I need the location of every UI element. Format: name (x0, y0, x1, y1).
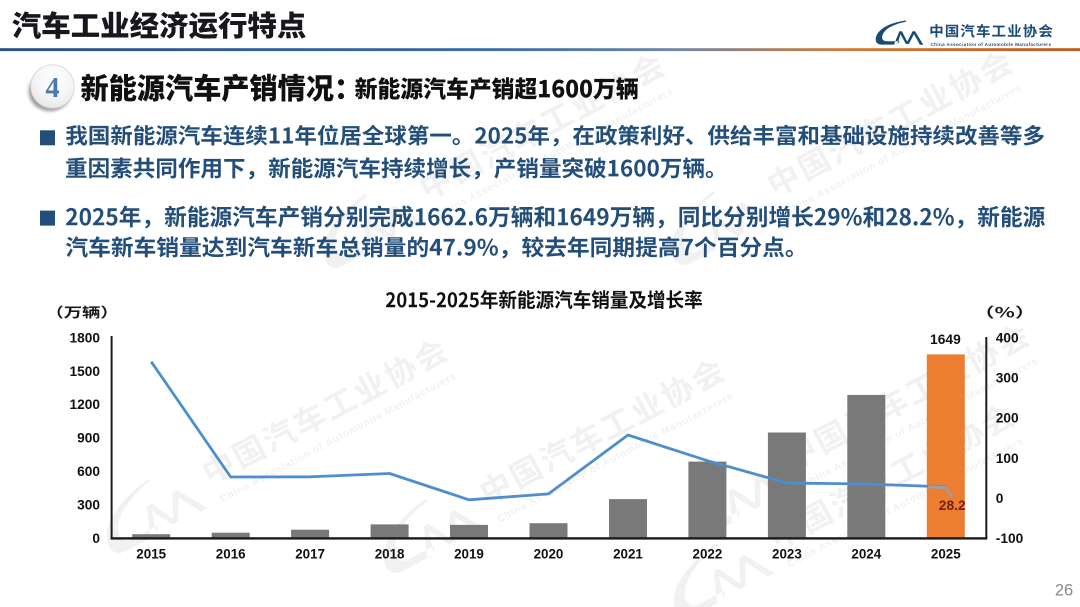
svg-text:300: 300 (77, 498, 100, 513)
svg-text:2017: 2017 (295, 547, 325, 562)
svg-text:900: 900 (77, 431, 100, 446)
svg-text:28.2: 28.2 (939, 498, 966, 513)
svg-text:2025: 2025 (931, 547, 961, 562)
svg-text:300: 300 (996, 371, 1019, 386)
svg-text:1500: 1500 (70, 364, 101, 379)
svg-text:26: 26 (1055, 582, 1073, 600)
svg-text:2021: 2021 (613, 547, 643, 562)
svg-text:2023: 2023 (772, 547, 802, 562)
svg-text:0: 0 (996, 491, 1004, 506)
svg-text:2018: 2018 (375, 547, 405, 562)
svg-text:200: 200 (996, 411, 1019, 426)
svg-text:400: 400 (996, 330, 1019, 345)
svg-text:100: 100 (996, 451, 1019, 466)
svg-text:2022: 2022 (693, 547, 723, 562)
svg-text:1649: 1649 (930, 332, 961, 347)
svg-text:2024: 2024 (851, 547, 881, 562)
svg-text:2019: 2019 (454, 547, 484, 562)
svg-text:1800: 1800 (70, 330, 101, 345)
svg-text:4: 4 (45, 73, 59, 104)
svg-text:2016: 2016 (216, 547, 246, 562)
svg-text:0: 0 (92, 531, 100, 546)
svg-text:1200: 1200 (70, 397, 101, 412)
svg-text:-100: -100 (996, 531, 1024, 546)
svg-text:600: 600 (77, 464, 100, 479)
svg-text:2020: 2020 (534, 547, 564, 562)
svg-text:2015: 2015 (136, 547, 166, 562)
